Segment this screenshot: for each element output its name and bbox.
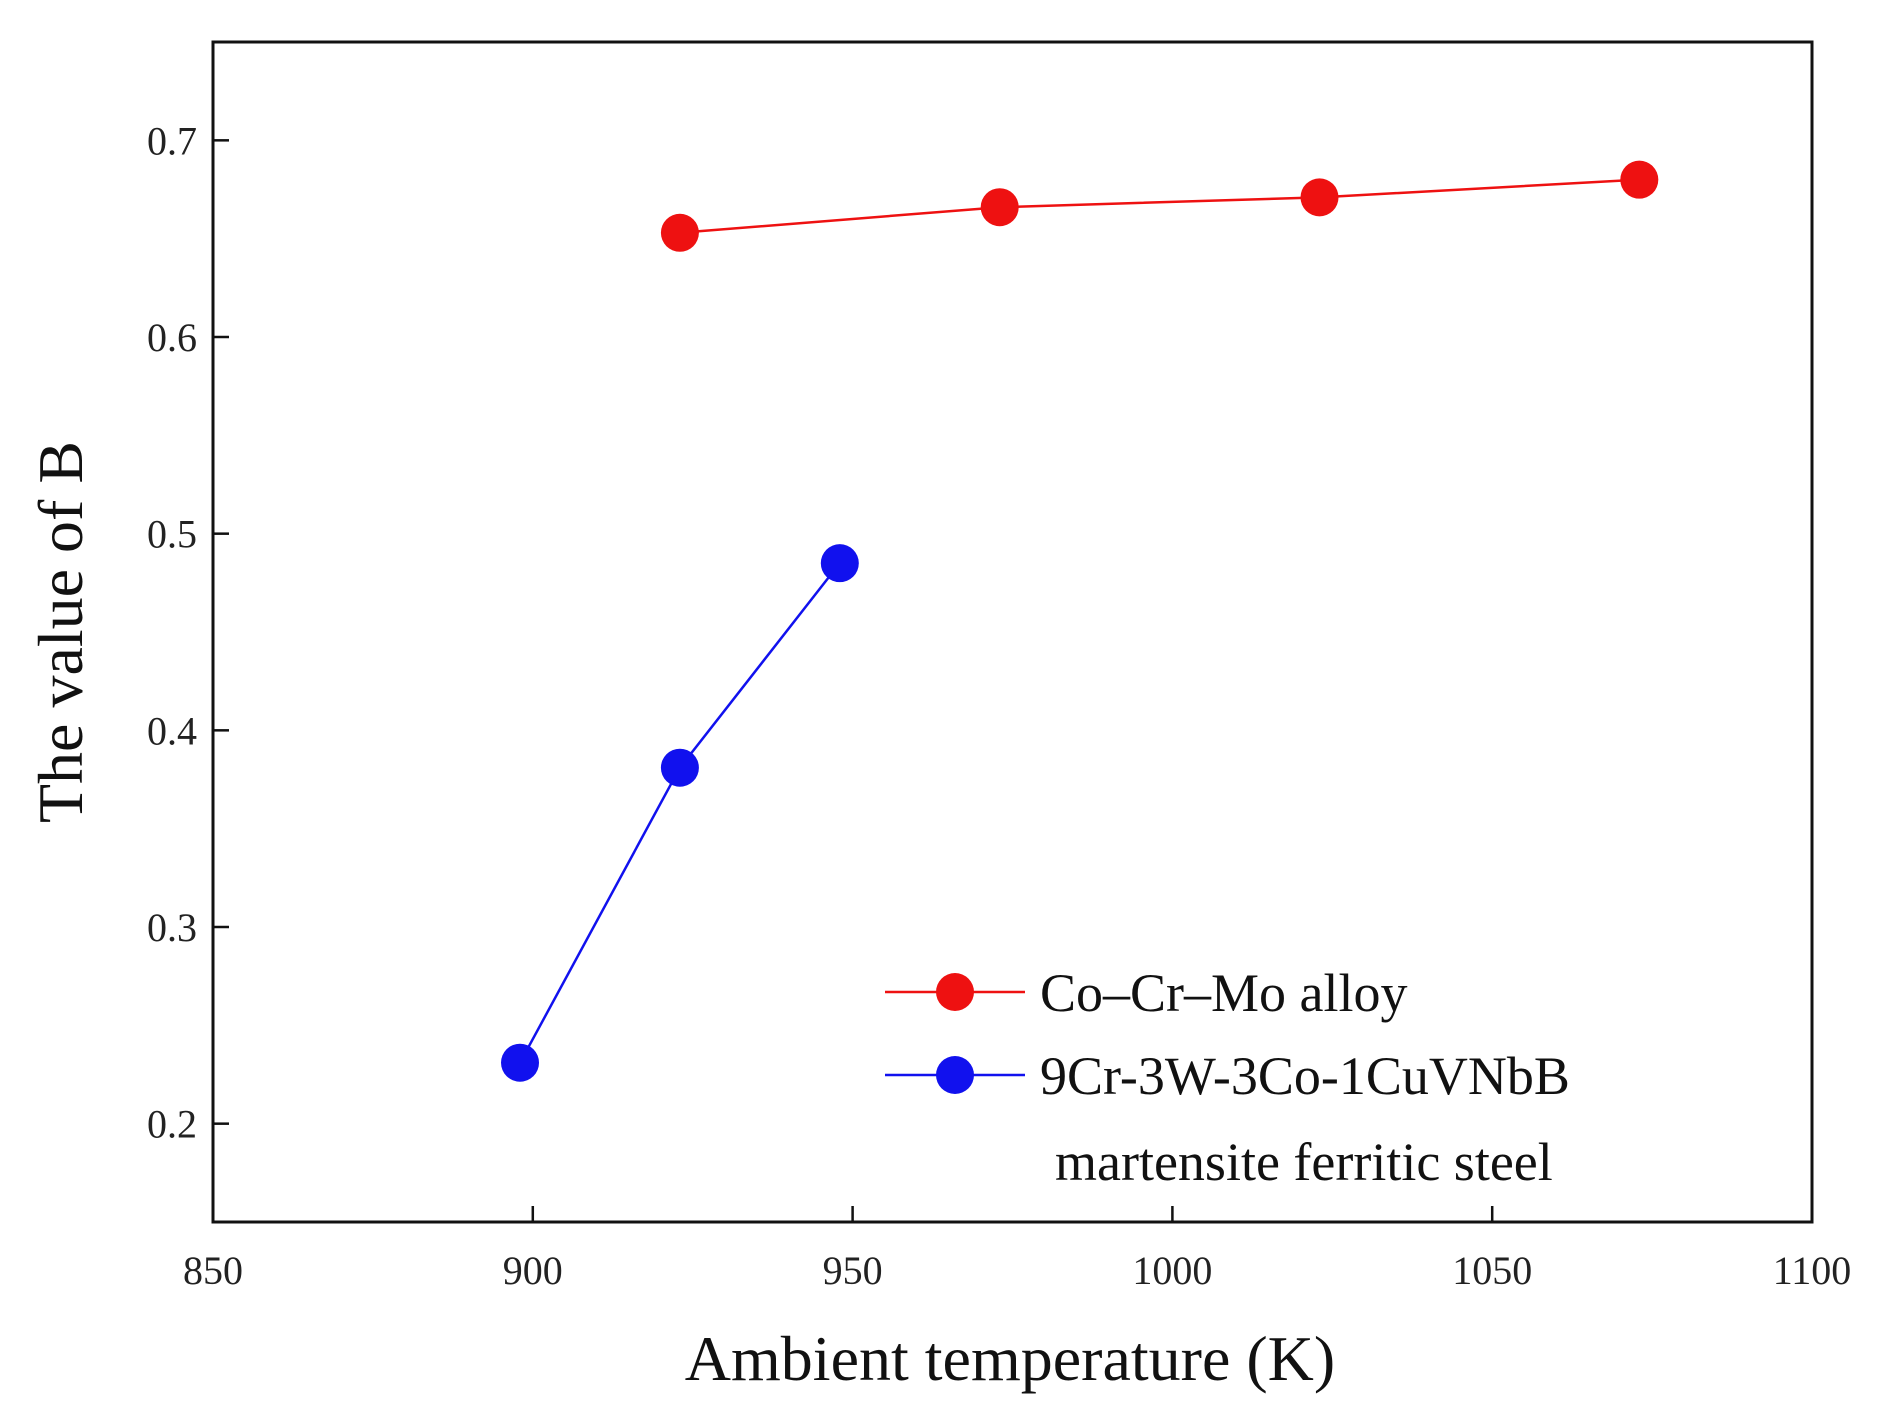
legend-marker-9cr-steel: [936, 1056, 974, 1094]
legend-marker-co-cr-mo: [936, 973, 974, 1011]
data-point-series-1: [501, 1043, 540, 1082]
x-tick-label: 900: [503, 1248, 563, 1293]
data-point-series-1: [660, 748, 699, 787]
y-tick-label: 0.3: [147, 905, 197, 950]
legend-entry-9cr-steel: 9Cr-3W-3Co-1CuVNbB martensite ferritic s…: [885, 1046, 1570, 1192]
x-tick-label: 1100: [1773, 1248, 1852, 1293]
series-layer: [501, 160, 1659, 1082]
data-point-series-1: [820, 544, 859, 583]
legend-label-9cr-steel: 9Cr-3W-3Co-1CuVNbB: [1040, 1046, 1570, 1106]
series-line-1: [518, 562, 841, 1064]
data-point-series-0: [660, 213, 699, 252]
y-tick-label: 0.4: [147, 708, 197, 753]
y-axis-title: The value of B: [25, 441, 96, 823]
y-tick-label: 0.7: [147, 118, 197, 163]
x-tick-label: 850: [183, 1248, 243, 1293]
legend: Co–Cr–Mo alloy 9Cr-3W-3Co-1CuVNbB marten…: [885, 963, 1570, 1192]
legend-label-co-cr-mo: Co–Cr–Mo alloy: [1040, 963, 1408, 1023]
y-tick-label: 0.2: [147, 1102, 197, 1147]
data-point-series-0: [980, 188, 1019, 227]
x-tick-label: 950: [823, 1248, 883, 1293]
x-tick-label: 1050: [1452, 1248, 1532, 1293]
x-axis-ticks: 850 900 950 1000 1050 1100: [183, 1206, 1851, 1293]
y-axis-ticks: 0.2 0.3 0.4 0.5 0.6 0.7: [147, 118, 229, 1147]
y-tick-label: 0.6: [147, 315, 197, 360]
y-tick-label: 0.5: [147, 512, 197, 557]
plot-frame: [211, 40, 1814, 1224]
data-point-series-0: [1300, 178, 1339, 217]
x-axis-title: Ambient temperature (K): [685, 1323, 1335, 1394]
legend-label-9cr-steel-line2: martensite ferritic steel: [1055, 1132, 1553, 1192]
legend-entry-co-cr-mo: Co–Cr–Mo alloy: [885, 963, 1408, 1023]
data-point-series-0: [1620, 160, 1659, 199]
series-line-0: [679, 178, 1640, 235]
x-tick-label: 1000: [1132, 1248, 1212, 1293]
